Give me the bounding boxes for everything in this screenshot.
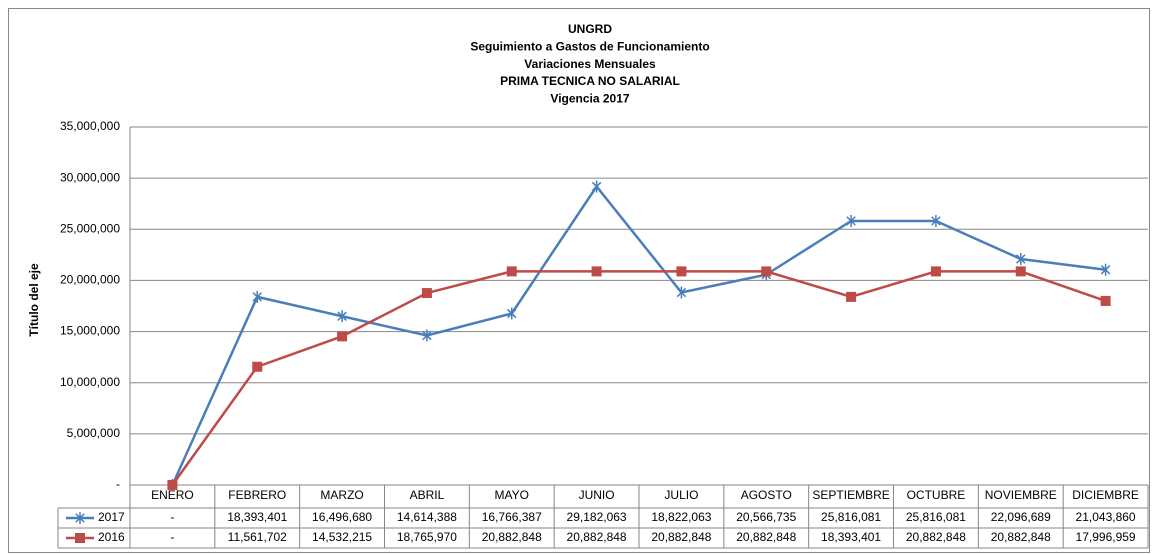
table-value: 18,393,401 bbox=[227, 510, 287, 524]
marker bbox=[1016, 252, 1026, 265]
table-value: 20,882,848 bbox=[906, 530, 966, 544]
table-value: 22,096,689 bbox=[991, 510, 1051, 524]
marker bbox=[421, 288, 432, 299]
y-tick-label: 5,000,000 bbox=[67, 426, 121, 440]
chart-title: UNGRD bbox=[568, 22, 612, 36]
x-tick-label: NOVIEMBRE bbox=[985, 488, 1057, 502]
chart-title: Variaciones Mensuales bbox=[524, 57, 656, 71]
table-value: - bbox=[170, 530, 174, 544]
marker bbox=[591, 180, 602, 193]
x-tick-label: ENERO bbox=[151, 488, 194, 502]
x-tick-label: MARZO bbox=[320, 488, 363, 502]
x-tick-label: FEBRERO bbox=[228, 488, 286, 502]
table-value: 20,882,848 bbox=[567, 530, 627, 544]
table-value: 14,614,388 bbox=[397, 510, 457, 524]
legend-marker bbox=[75, 533, 85, 543]
x-tick-label: DICIEMBRE bbox=[1072, 488, 1139, 502]
table-value: 18,822,063 bbox=[651, 510, 711, 524]
table-value: 25,816,081 bbox=[821, 510, 881, 524]
x-tick-label: ABRIL bbox=[410, 488, 445, 502]
chart-title: Vigencia 2017 bbox=[550, 91, 629, 105]
chart-title: PRIMA TECNICA NO SALARIAL bbox=[500, 74, 680, 88]
marker bbox=[506, 266, 517, 277]
x-tick-label: JULIO bbox=[664, 488, 698, 502]
marker bbox=[761, 266, 772, 277]
table-value: - bbox=[170, 510, 174, 524]
y-axis-title: Título del eje bbox=[27, 263, 41, 337]
marker bbox=[676, 266, 687, 277]
y-tick-label: 30,000,000 bbox=[60, 170, 120, 184]
table-value: 14,532,215 bbox=[312, 530, 372, 544]
x-tick-label: OCTUBRE bbox=[907, 488, 966, 502]
y-tick-label: 20,000,000 bbox=[60, 273, 120, 287]
table-value: 21,043,860 bbox=[1076, 510, 1136, 524]
y-tick-label: 35,000,000 bbox=[60, 119, 120, 133]
marker bbox=[676, 286, 687, 299]
x-tick-label: SEPTIEMBRE bbox=[812, 488, 889, 502]
table-value: 18,765,970 bbox=[397, 530, 457, 544]
marker bbox=[846, 214, 856, 227]
marker bbox=[167, 480, 178, 490]
marker bbox=[252, 361, 263, 372]
y-tick-label: 25,000,000 bbox=[60, 221, 120, 235]
table-value: 20,882,848 bbox=[736, 530, 796, 544]
marker bbox=[337, 331, 348, 342]
legend-marker bbox=[75, 512, 85, 524]
table-value: 17,996,959 bbox=[1076, 530, 1136, 544]
legend-label: 2017 bbox=[98, 510, 125, 524]
table-value: 18,393,401 bbox=[821, 530, 881, 544]
table-value: 20,882,848 bbox=[651, 530, 711, 544]
x-tick-label: MAYO bbox=[495, 488, 529, 502]
marker bbox=[422, 329, 432, 342]
x-tick-label: JUNIO bbox=[579, 488, 615, 502]
marker bbox=[1100, 263, 1111, 276]
marker bbox=[930, 266, 941, 277]
y-tick-label: - bbox=[116, 477, 120, 491]
y-tick-label: 10,000,000 bbox=[60, 375, 120, 389]
x-tick-label: AGOSTO bbox=[741, 488, 792, 502]
marker bbox=[337, 310, 347, 323]
marker bbox=[846, 291, 857, 302]
table-value: 29,182,063 bbox=[567, 510, 627, 524]
y-tick-label: 15,000,000 bbox=[60, 324, 120, 338]
series-line bbox=[171, 270, 1106, 486]
marker bbox=[1100, 295, 1111, 306]
chart-title: Seguimiento a Gastos de Funcionamiento bbox=[470, 39, 709, 53]
table-value: 11,561,702 bbox=[228, 530, 287, 544]
marker bbox=[1015, 266, 1026, 277]
table-value: 25,816,081 bbox=[906, 510, 966, 524]
marker bbox=[591, 266, 602, 277]
table-value: 16,496,680 bbox=[312, 510, 372, 524]
marker bbox=[252, 290, 262, 303]
table-value: 20,566,735 bbox=[736, 510, 796, 524]
table-value: 16,766,387 bbox=[482, 510, 542, 524]
marker bbox=[507, 307, 517, 320]
series-line bbox=[171, 184, 1106, 486]
table-value: 20,882,848 bbox=[991, 530, 1051, 544]
marker bbox=[931, 214, 941, 227]
table-value: 20,882,848 bbox=[482, 530, 542, 544]
legend-label: 2016 bbox=[98, 530, 125, 544]
